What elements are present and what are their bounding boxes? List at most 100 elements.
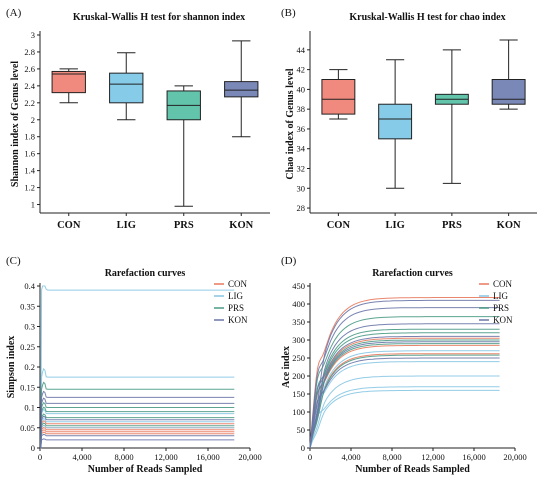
series-line-prs bbox=[309, 332, 500, 447]
y-tick-label: 1 bbox=[31, 200, 35, 210]
y-tick-label: 0 bbox=[301, 443, 305, 453]
y-tick-label: 450 bbox=[292, 281, 305, 291]
legend-label-lig: LIG bbox=[493, 291, 508, 301]
y-tick-label: 42 bbox=[297, 65, 306, 75]
series-line-kon bbox=[309, 323, 500, 449]
series-line-lig bbox=[309, 375, 500, 449]
y-tick-label: 0.4 bbox=[24, 281, 35, 291]
y-axis-label: Shannon index of Genus level bbox=[10, 61, 21, 187]
y-tick-label: 3 bbox=[31, 30, 35, 40]
y-tick-label: 2.4 bbox=[24, 81, 35, 91]
series-line-con bbox=[309, 297, 500, 447]
x-tick-label: 16,000 bbox=[462, 452, 485, 462]
series-line-con bbox=[309, 344, 500, 447]
y-tick-label: 0.3 bbox=[24, 322, 35, 332]
panel-label: (C) bbox=[6, 255, 21, 267]
series-line-con bbox=[40, 420, 235, 449]
series-line-prs bbox=[309, 354, 500, 449]
x-tick-label: 8,000 bbox=[114, 452, 133, 462]
y-tick-label: 200 bbox=[292, 371, 305, 381]
series-line-prs bbox=[40, 413, 235, 449]
chart-title: Rarefaction curves bbox=[105, 268, 186, 279]
chart-title: Kruskal-Wallis H test for chao index bbox=[349, 12, 505, 23]
series-line-con bbox=[40, 429, 235, 449]
series-line-lig bbox=[40, 424, 235, 449]
x-tick-label: 4,000 bbox=[341, 452, 360, 462]
series-line-lig bbox=[40, 408, 235, 449]
series-line-prs bbox=[40, 401, 235, 449]
x-category-label: PRS bbox=[174, 220, 194, 231]
series-line-lig bbox=[309, 389, 500, 449]
chart-panel-shannon: (A) Kruskal-Wallis H test for shannon ind… bbox=[0, 0, 275, 240]
simpson-rarefaction-svg: (C) Rarefaction curves Simpson index Number… bbox=[6, 255, 262, 475]
series-line-kon bbox=[309, 335, 500, 447]
series-line-con bbox=[40, 424, 235, 449]
series-line-kon bbox=[309, 357, 500, 448]
y-tick-label: 32 bbox=[297, 164, 306, 174]
y-tick-label: 36 bbox=[297, 124, 306, 134]
ace-rarefaction-svg: (D) Rarefaction curves Ace index Number of … bbox=[281, 255, 527, 475]
series-line-con bbox=[40, 427, 235, 449]
x-axis-label: Number of Reads Sampled bbox=[88, 464, 203, 475]
series-line-kon bbox=[40, 390, 235, 449]
series-line-prs bbox=[309, 343, 500, 447]
series-line-lig bbox=[309, 386, 500, 448]
series-line-kon bbox=[40, 397, 235, 449]
box-con bbox=[321, 79, 356, 115]
legend-label-con: CON bbox=[228, 279, 248, 289]
x-category-label: CON bbox=[327, 220, 351, 231]
x-axis-label: Number of Reads Sampled bbox=[355, 464, 470, 475]
x-tick-label: 12,000 bbox=[421, 452, 444, 462]
series-line-kon bbox=[309, 299, 500, 449]
series-line-lig bbox=[40, 285, 235, 449]
y-tick-label: 350 bbox=[292, 317, 305, 327]
y-tick-label: 400 bbox=[292, 299, 305, 309]
panel-label: (A) bbox=[6, 7, 22, 19]
series-line-prs bbox=[309, 328, 500, 449]
box-kon bbox=[224, 81, 259, 98]
y-axis-label: Simpson index bbox=[6, 336, 17, 399]
series-line-lig bbox=[309, 350, 500, 449]
x-tick-label: 0 bbox=[38, 452, 42, 462]
box-lig bbox=[109, 72, 144, 104]
series-line-lig bbox=[40, 367, 235, 449]
panel-label: (B) bbox=[281, 7, 296, 19]
chart-title: Rarefaction curves bbox=[372, 268, 453, 279]
series-line-prs bbox=[309, 316, 500, 447]
series-line-prs bbox=[40, 422, 235, 449]
series-line-kon bbox=[40, 415, 235, 449]
y-tick-label: 38 bbox=[297, 104, 306, 114]
y-tick-label: 2.6 bbox=[24, 64, 35, 74]
y-tick-label: 250 bbox=[292, 353, 305, 363]
y-tick-label: 0.35 bbox=[20, 301, 35, 311]
y-tick-label: 100 bbox=[292, 407, 305, 417]
legend-label-kon: KON bbox=[228, 315, 248, 325]
series-line-con bbox=[40, 431, 235, 449]
y-tick-label: 2.8 bbox=[24, 47, 35, 57]
series-line-prs bbox=[40, 406, 235, 449]
y-tick-label: 28 bbox=[297, 203, 306, 213]
y-tick-label: 1.4 bbox=[24, 166, 35, 176]
y-axis-label: Ace index bbox=[281, 346, 292, 388]
y-tick-label: 300 bbox=[292, 335, 305, 345]
box-kon bbox=[491, 79, 526, 105]
x-tick-label: 4,000 bbox=[72, 452, 91, 462]
legend-label-kon: KON bbox=[493, 315, 513, 325]
x-tick-label: 20,000 bbox=[238, 452, 261, 462]
legend-label-prs: PRS bbox=[493, 303, 509, 313]
y-tick-label: 0.05 bbox=[20, 423, 35, 433]
x-tick-label: 20,000 bbox=[503, 452, 526, 462]
series-line-prs bbox=[40, 381, 235, 449]
legend-label-con: CON bbox=[493, 279, 513, 289]
series-line-kon bbox=[309, 341, 500, 449]
x-category-label: LIG bbox=[385, 220, 404, 231]
y-tick-label: 50 bbox=[297, 425, 306, 435]
y-tick-label: 150 bbox=[292, 389, 305, 399]
chart-panel-ace: (D) Rarefaction curves Ace index Number of … bbox=[275, 250, 550, 481]
y-tick-label: 1.2 bbox=[24, 183, 35, 193]
x-tick-label: 12,000 bbox=[154, 452, 177, 462]
x-tick-label: 0 bbox=[308, 452, 312, 462]
legend-label-lig: LIG bbox=[228, 291, 243, 301]
box-lig bbox=[378, 103, 413, 140]
y-tick-label: 44 bbox=[297, 45, 306, 55]
